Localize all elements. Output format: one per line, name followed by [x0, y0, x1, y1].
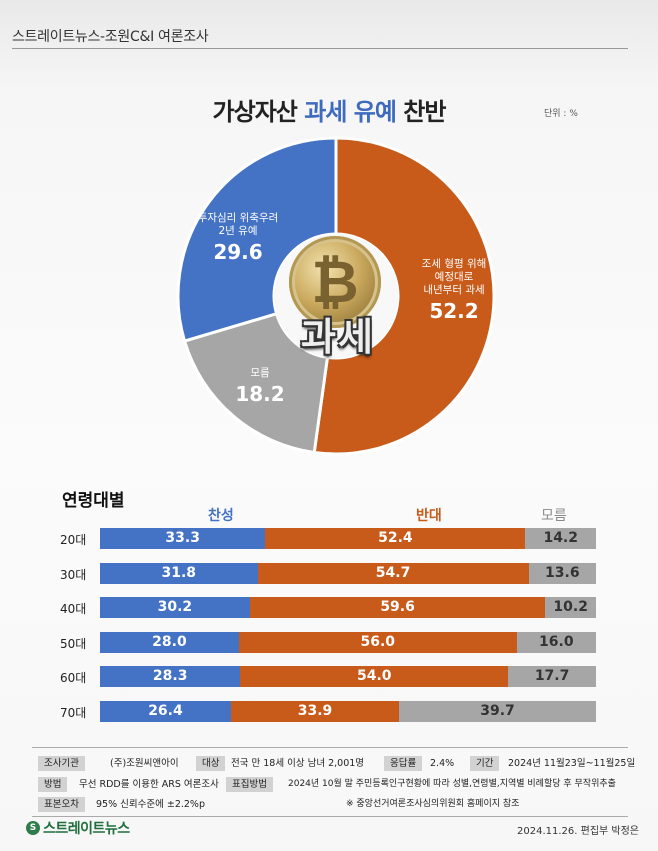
slice-oppose-line3: 내년부터 과세	[423, 284, 485, 296]
slice-label-oppose: 조세 형평 위해 예정대로 내년부터 과세 52.2	[412, 258, 496, 323]
title-part1: 가상자산	[212, 98, 305, 126]
slice-oppose-value: 52.2	[429, 299, 479, 323]
note-text: ※ 중앙선거여론조사심의위원회 홈페이지 참조	[346, 799, 520, 809]
bar-segment-unk: 17.7	[508, 666, 596, 687]
legend-unknown: 모름	[541, 508, 567, 524]
bar-segment-favor: 30.2	[100, 597, 250, 618]
slice-favor-line1: 투자심리 위축우려	[197, 212, 279, 224]
age-label: 70대	[60, 706, 87, 720]
tag-error: 표본오차	[38, 797, 85, 812]
slice-oppose-line1: 조세 형평 위해	[421, 258, 487, 270]
bar-segment-favor: 33.3	[100, 528, 266, 549]
age-label: 20대	[60, 533, 87, 547]
tag-agency: 조사기관	[38, 756, 85, 771]
slice-label-favor: 투자심리 위축우려 2년 유예 29.6	[188, 212, 288, 264]
bitcoin-coin-icon: ₿	[289, 236, 381, 328]
bar-segment-oppose: 59.6	[249, 597, 546, 618]
bar-segment-oppose: 54.7	[257, 563, 529, 584]
slice-label-unknown: 모름 18.2	[222, 367, 298, 406]
bar-segment-favor: 31.8	[100, 563, 258, 584]
bar-segment-oppose: 54.0	[240, 666, 509, 687]
tag-target: 대상	[196, 756, 226, 771]
bar-row: 28.3 54.0 17.7	[100, 666, 596, 690]
legend-favor: 찬성	[208, 508, 234, 524]
tag-method: 방법	[38, 777, 68, 792]
bar-segment-favor: 28.0	[100, 632, 239, 653]
bar-row: 31.8 54.7 13.6	[100, 563, 596, 587]
bar-segment-oppose: 56.0	[238, 632, 517, 653]
bar-segment-unk: 16.0	[516, 632, 596, 653]
method-top-rule	[32, 747, 628, 748]
tag-sampling: 표집방법	[226, 777, 273, 792]
legend-oppose: 반대	[416, 508, 442, 524]
period-text: 2024년 11월23일~11월25일	[508, 758, 636, 769]
age-label: 50대	[60, 637, 87, 651]
agency-text: (주)조원씨앤아이	[110, 758, 179, 769]
slice-unknown-value: 18.2	[235, 382, 285, 406]
age-label: 40대	[60, 602, 87, 616]
brand-logo: S 스트레이트뉴스	[26, 819, 130, 837]
bitcoin-symbol: ₿	[311, 248, 359, 316]
method-bottom-rule	[32, 816, 628, 817]
header-source: 스트레이트뉴스-조원C&I 여론조사	[12, 29, 209, 45]
age-label: 60대	[60, 671, 87, 685]
bar-row: 33.3 52.4 14.2	[100, 528, 596, 552]
bar-row: 26.4 33.9 39.7	[100, 701, 596, 725]
response-text: 2.4%	[430, 758, 455, 769]
tag-response: 응답률	[384, 756, 423, 771]
slice-unknown-line1: 모름	[250, 367, 270, 379]
bar-row: 30.2 59.6 10.2	[100, 597, 596, 621]
slice-oppose-line2: 예정대로	[434, 271, 474, 283]
age-chart-title: 연령대별	[62, 491, 125, 511]
bar-segment-favor: 26.4	[100, 701, 231, 722]
target-text: 전국 만 18세 이상 남녀 2,001명	[231, 758, 365, 769]
logo-text: 스트레이트뉴스	[43, 821, 130, 837]
bar-segment-oppose: 33.9	[230, 701, 400, 722]
method-text: 무선 RDD를 이용한 ARS 여론조사	[79, 779, 219, 790]
title-part3: 찬반	[395, 98, 446, 126]
bar-segment-unk: 39.7	[399, 701, 596, 722]
center-word: 과세	[301, 315, 375, 359]
main-title: 가상자산 과세 유예 찬반	[0, 92, 658, 127]
bar-row: 28.0 56.0 16.0	[100, 632, 596, 656]
bar-segment-unk: 14.2	[525, 528, 596, 549]
bar-segment-unk: 13.6	[528, 563, 596, 584]
bar-segment-unk: 10.2	[545, 597, 596, 618]
sampling-text: 2024년 10월 말 주민등록인구현황에 따라 성별,연령별,지역별 비례할당…	[288, 779, 616, 789]
bar-segment-oppose: 52.4	[265, 528, 526, 549]
footer-date: 2024.11.26. 편집부 박정은	[517, 826, 639, 837]
tag-period: 기간	[470, 756, 500, 771]
unit-label: 단위 : %	[544, 109, 578, 119]
slice-favor-line2: 2년 유예	[218, 225, 258, 237]
age-label: 30대	[60, 568, 87, 582]
logo-mark-icon: S	[26, 821, 40, 835]
bar-segment-favor: 28.3	[100, 666, 241, 687]
title-part2: 과세 유예	[304, 98, 397, 126]
header-rule	[12, 48, 628, 49]
slice-favor-value: 29.6	[213, 240, 263, 264]
error-text: 95% 신뢰수준에 ±2.2%p	[96, 799, 205, 810]
